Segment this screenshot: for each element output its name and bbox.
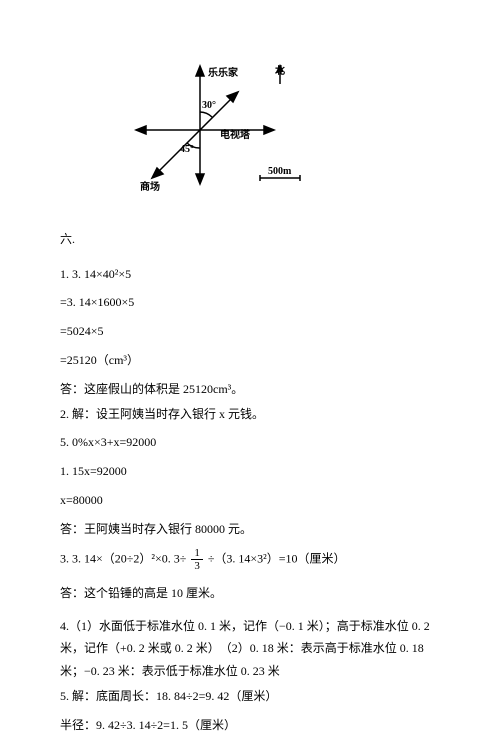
problem-3-part-b: ÷（3. 14×3²）=10（厘米） [208, 551, 346, 565]
problem-2-eq1: 5. 0%x×3+x=92000 [60, 431, 440, 454]
section-six: 六. [60, 228, 440, 251]
label-right: 电视塔 [220, 128, 251, 141]
fraction-one-third: 1 3 [191, 547, 203, 572]
problem-2-eq3: x=80000 [60, 489, 440, 512]
problem-3-answer: 答：这个铅锤的高是 10 厘米。 [60, 582, 440, 605]
problem-4: 4.（1）水面低于标准水位 0. 1 米，记作（−0. 1 米）；高于标准水位 … [60, 615, 440, 683]
problem-3-calc: 3. 3. 14×（20÷2）²×0. 3÷ 1 3 ÷（3. 14×3²）=1… [60, 547, 440, 572]
problem-1-line2: =3. 14×1600×5 [60, 291, 440, 314]
compass-diagram: 乐乐家 北 电视塔 商场 30° 45° 500m [120, 60, 440, 208]
angle-45: 45° [180, 144, 194, 155]
fraction-numerator: 1 [191, 547, 203, 560]
problem-2-answer: 答：王阿姨当时存入银行 80000 元。 [60, 518, 440, 541]
angle-30: 30° [202, 100, 216, 111]
problem-3-part-a: 3. 3. 14×（20÷2）²×0. 3÷ [60, 551, 186, 565]
problem-1-line1: 1. 3. 14×40²×5 [60, 263, 440, 286]
problem-2-setup: 2. 解：设王阿姨当时存入银行 x 元钱。 [60, 403, 440, 426]
scale-label: 500m [268, 166, 292, 177]
label-top: 乐乐家 [208, 66, 239, 79]
label-shop: 商场 [140, 180, 160, 193]
problem-1-line4: =25120（cm³） [60, 349, 440, 372]
fraction-denominator: 3 [191, 560, 203, 572]
problem-5-line2: 半径：9. 42÷3. 14÷2=1. 5（厘米） [60, 714, 440, 737]
problem-1-answer: 答：这座假山的体积是 25120cm³。 [60, 378, 440, 401]
problem-5-line1: 5. 解：底面周长：18. 84÷2=9. 42（厘米） [60, 685, 440, 708]
problem-1-line3: =5024×5 [60, 320, 440, 343]
problem-2-eq2: 1. 15x=92000 [60, 460, 440, 483]
